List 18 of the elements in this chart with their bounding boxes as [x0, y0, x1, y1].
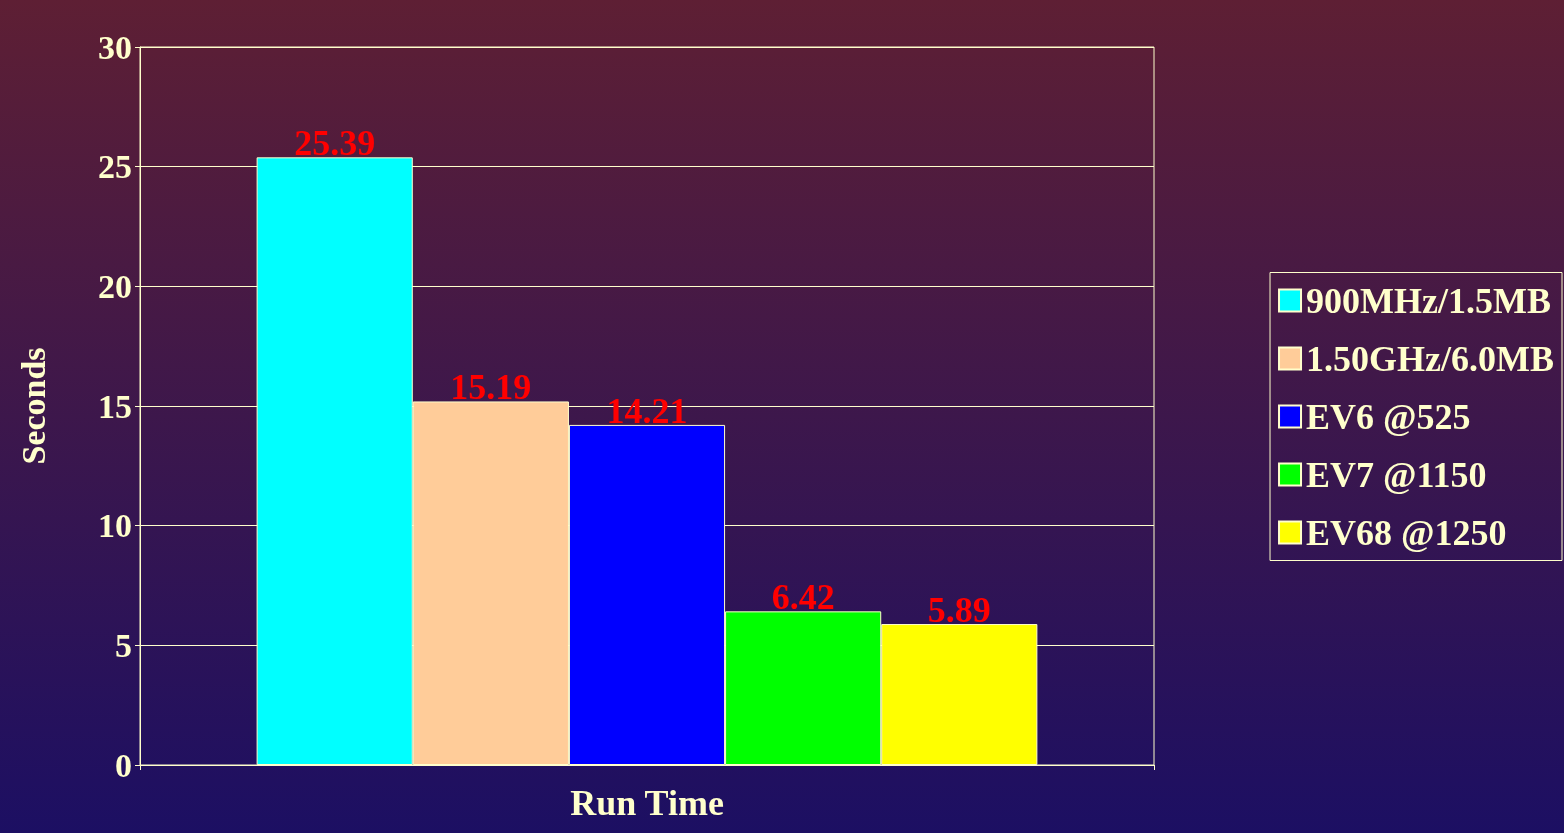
data-label: 25.39 [294, 123, 376, 164]
x-tick-label: Run Time [570, 783, 724, 823]
data-label: 6.42 [771, 577, 835, 618]
y-tick-label: 10 [98, 507, 132, 545]
y-tick-label: 15 [98, 387, 132, 425]
legend-label: EV6 @525 [1306, 396, 1471, 437]
y-tick-label: 20 [98, 267, 132, 305]
legend-label: EV7 @1150 [1306, 454, 1487, 495]
legend-label: 1.50GHz/6.0MB [1306, 338, 1555, 379]
y-axis-title: Seconds [14, 347, 52, 465]
y-tick-label: 0 [115, 746, 132, 784]
y-tick-label: 25 [98, 148, 132, 186]
legend-label: 900MHz/1.5MB [1306, 280, 1551, 321]
data-label: 5.89 [927, 590, 991, 631]
y-tick-label: 30 [98, 28, 132, 66]
data-label: 15.19 [450, 367, 532, 408]
y-tick-label: 5 [115, 626, 132, 664]
legend-label: EV68 @1250 [1306, 512, 1507, 553]
